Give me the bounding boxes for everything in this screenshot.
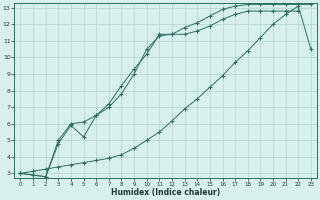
X-axis label: Humidex (Indice chaleur): Humidex (Indice chaleur) [111, 188, 220, 197]
